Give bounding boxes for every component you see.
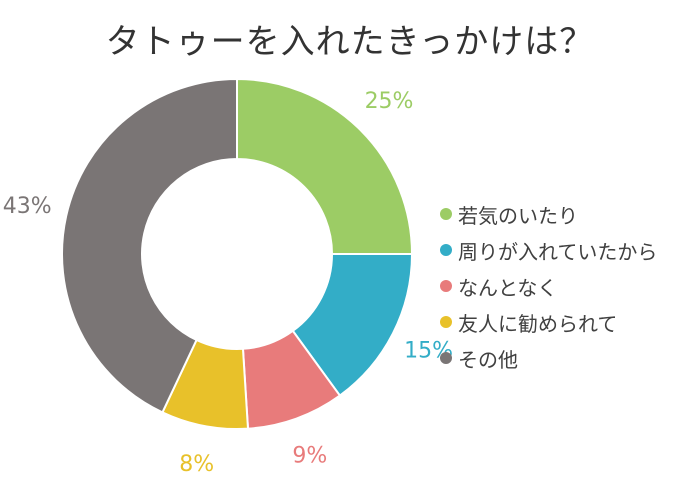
- legend-item-4: 友人に勧められて: [440, 304, 657, 340]
- chart-legend: 若気のいたり周りが入れていたから なんとなく友人に勧められて その他: [440, 196, 657, 376]
- legend-marker: [440, 280, 452, 292]
- chart-title: タトゥーを入れたきっかけは？: [105, 22, 595, 62]
- data-label-3: 9%: [292, 443, 327, 468]
- donut-slice-5: [61, 77, 238, 414]
- legend-item-5: その他: [440, 340, 657, 376]
- legend-marker: [440, 316, 452, 328]
- legend-label: 周りが入れていたから: [458, 239, 658, 264]
- legend-marker: [440, 208, 452, 220]
- legend-label: なんとなく: [458, 275, 558, 300]
- legend-item-3: なんとなく: [440, 268, 657, 304]
- legend-item-1: 若気のいたり: [440, 196, 657, 232]
- legend-label: 友人に勧められて: [458, 311, 618, 336]
- legend-label: 若気のいたり: [458, 203, 578, 228]
- data-label-4: 8%: [179, 452, 214, 477]
- legend-marker: [440, 244, 452, 256]
- legend-item-2: 周りが入れていたから: [440, 232, 657, 268]
- data-label-5: 43%: [3, 194, 52, 219]
- data-label-1: 25%: [365, 89, 414, 114]
- legend-label: その他: [458, 347, 518, 372]
- legend-marker: [440, 352, 452, 364]
- donut-slice-1: [236, 77, 414, 255]
